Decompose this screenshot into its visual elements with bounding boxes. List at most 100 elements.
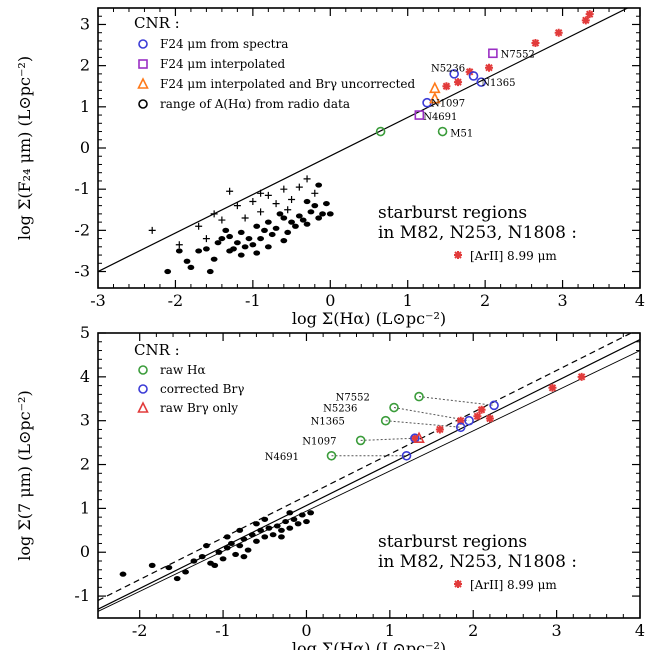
y-tick-label: -2: [74, 220, 90, 239]
starburst-point: [442, 82, 451, 91]
dots-point: [195, 248, 203, 254]
legend-label: F24 μm interpolated: [160, 57, 285, 71]
dots-point: [288, 219, 295, 225]
legend-label: F24 μm from spectra: [160, 37, 288, 51]
dots-point: [268, 231, 276, 238]
dots-point: [233, 240, 241, 246]
starburst-point: [465, 67, 474, 76]
dots-point: [264, 244, 272, 250]
raw-bry-point: [413, 431, 425, 444]
starburst-point: [585, 10, 594, 19]
dots-point: [261, 534, 269, 540]
annotation-marker-label: [ArII] 8.99 μm: [470, 249, 557, 263]
dots-point: [303, 198, 311, 205]
plus-point: [295, 183, 303, 191]
dots-point: [315, 182, 323, 188]
y-tick-label: 3: [80, 411, 90, 430]
annotation-line1: starburst regions: [378, 532, 527, 552]
dots-point: [245, 235, 253, 242]
plus-point: [280, 185, 288, 193]
annotation-line2: in M82, N253, N1808 :: [378, 552, 577, 572]
fit-line-solid-thin: [98, 350, 640, 612]
dots-point: [183, 258, 191, 264]
dots-point: [257, 527, 264, 533]
plus-point: [257, 189, 265, 197]
dots-point: [280, 215, 288, 221]
dots-point: [253, 521, 260, 527]
legend-label: F24 μm interpolated and Brγ uncorrected: [160, 77, 415, 91]
dots-point: [214, 240, 222, 246]
dots-point: [249, 242, 257, 248]
dots-point: [182, 569, 189, 575]
annotation-marker: [454, 251, 462, 259]
starburst-point: [435, 425, 444, 434]
legend-label: range of A(Hα) from radio data: [160, 97, 350, 111]
raw-ha-point: [389, 402, 399, 413]
point-label: N4691: [423, 112, 457, 123]
plus-point: [257, 208, 265, 216]
dots-point: [241, 244, 249, 250]
x-tick-label: 0: [325, 291, 335, 310]
dots-point: [272, 225, 280, 231]
x-tick-label: 1: [403, 291, 413, 310]
legend-marker: [138, 384, 148, 394]
plot-frame: [97, 332, 641, 619]
dots-point: [206, 268, 214, 275]
starburst-point: [456, 416, 465, 425]
dots-point: [307, 209, 315, 215]
legend-marker: [138, 99, 148, 109]
dots-point: [319, 211, 326, 217]
dots-point: [173, 575, 181, 582]
dots-point: [222, 227, 230, 233]
dots-point: [311, 203, 319, 209]
legend-title: CNR :: [134, 341, 180, 359]
starburst-point: [531, 39, 540, 47]
dots-point: [244, 547, 252, 553]
x-tick-label: -2: [132, 621, 148, 640]
x-tick-label: 1: [385, 621, 395, 640]
dots-point: [164, 268, 172, 275]
dots-point: [278, 534, 285, 540]
cnr-uncorr-point: [429, 81, 441, 94]
point-label: N1097: [431, 99, 465, 110]
y-tick-label: 2: [80, 56, 90, 75]
dots-point: [257, 235, 264, 242]
fit-line-solid: [98, 8, 629, 273]
dots-point: [253, 538, 260, 544]
annotation-line1: starburst regions: [378, 203, 527, 223]
dots-point: [211, 562, 219, 568]
raw-ha-point: [414, 391, 424, 402]
dots-point: [232, 551, 239, 558]
dots-point: [269, 532, 277, 538]
dots-point: [236, 527, 244, 533]
cnr-interp-point: [488, 48, 498, 59]
dots-point: [264, 219, 272, 225]
y-axis-label: log Σ(F₂₄ μm) (L⊙pc⁻²): [15, 56, 34, 240]
dots-point: [165, 564, 173, 571]
y-tick-label: 1: [80, 498, 90, 517]
dots-point: [284, 229, 292, 236]
y-tick-label: 3: [80, 14, 90, 33]
legend-label: corrected Brγ: [160, 382, 244, 396]
annotation-line2: in M82, N253, N1808 :: [378, 223, 577, 243]
legend-marker: [137, 401, 149, 413]
dots-point: [326, 211, 334, 217]
cnr-point: [476, 77, 487, 87]
dots-point: [294, 521, 302, 527]
panel-bottom: -2 -1 0 1 2 3 4 -1 0 1 2 3 4 5 log Σ(Hα) (L⊙pc⁻²) log Σ…: [15, 323, 645, 650]
cnr-connector: [360, 437, 415, 441]
point-label: N7552: [336, 393, 370, 404]
x-tick-label: 4: [635, 291, 645, 310]
dots-point: [295, 213, 303, 219]
cnr-interp-point: [414, 110, 425, 120]
starburst-point: [454, 78, 463, 87]
dots-point: [175, 248, 183, 254]
plus-point: [210, 210, 218, 218]
raw-ha-point: [355, 435, 366, 446]
dots-point: [280, 238, 288, 244]
dots-point: [198, 554, 206, 560]
point-label: N5236: [323, 404, 357, 415]
dots-point: [286, 525, 294, 531]
x-tick-label: 0: [301, 621, 311, 640]
dots-point: [323, 200, 330, 207]
